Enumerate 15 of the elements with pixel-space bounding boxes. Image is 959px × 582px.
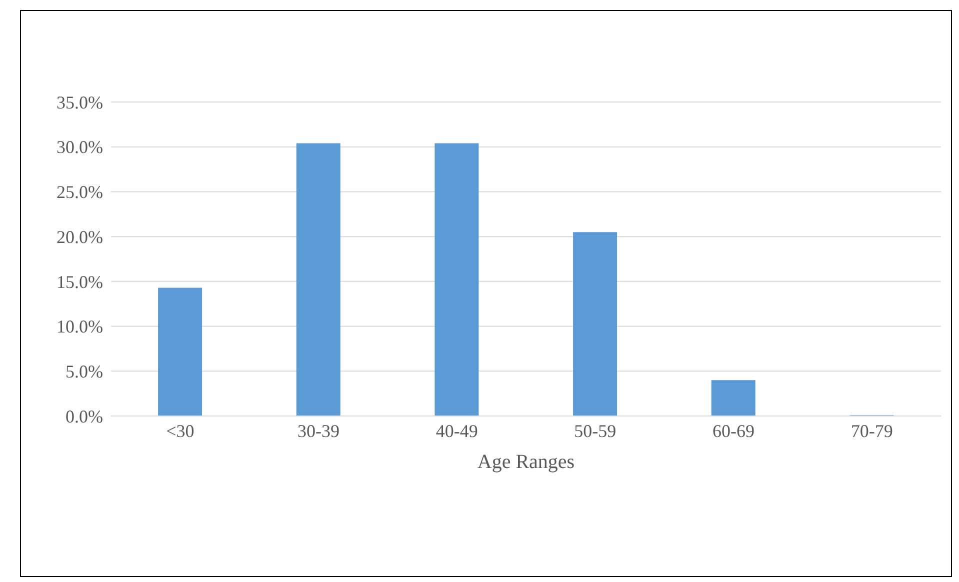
x-tick-label: 50-59 <box>574 420 616 441</box>
x-tick-label: 30-39 <box>298 420 340 441</box>
x-tick-label: 60-69 <box>712 420 754 441</box>
x-tick-label: 70-79 <box>850 420 893 441</box>
y-tick-label: 10.0% <box>56 316 103 337</box>
y-tick-label: 20.0% <box>56 226 103 247</box>
y-tick-label: 30.0% <box>56 137 103 158</box>
y-tick-label: 15.0% <box>56 272 103 292</box>
y-tick-label: 5.0% <box>66 362 103 382</box>
x-axis-title: Age Ranges <box>477 451 575 473</box>
x-tick-label: 40-49 <box>436 420 478 441</box>
y-tick-label: 25.0% <box>56 182 103 202</box>
y-tick-label: 35.0% <box>56 92 103 112</box>
y-tick-label: 0.0% <box>66 406 103 426</box>
x-tick-label: <30 <box>166 420 194 441</box>
